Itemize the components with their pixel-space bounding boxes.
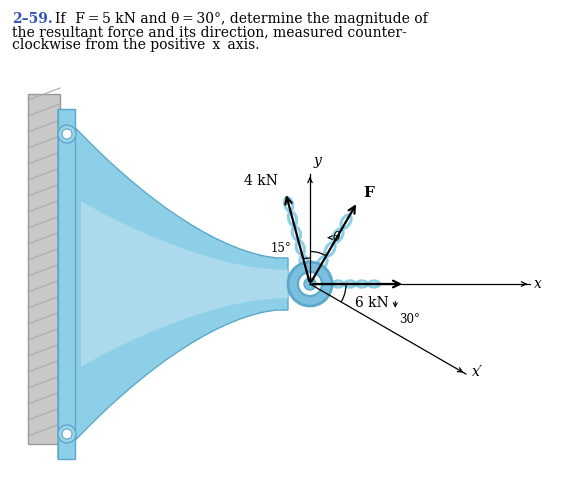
Circle shape	[58, 125, 76, 143]
Text: θ: θ	[332, 231, 340, 244]
Polygon shape	[58, 109, 75, 459]
Text: If   F = 5 kN and θ = 30°, determine the magnitude of: If F = 5 kN and θ = 30°, determine the m…	[55, 12, 428, 26]
Text: 4 kN: 4 kN	[243, 174, 277, 188]
Circle shape	[304, 278, 316, 290]
Polygon shape	[81, 202, 288, 366]
Circle shape	[58, 425, 76, 443]
Text: y: y	[314, 154, 322, 168]
Circle shape	[298, 272, 322, 296]
Text: F: F	[363, 186, 374, 200]
Text: clockwise from the positive  x  axis.: clockwise from the positive x axis.	[12, 38, 259, 52]
Text: 30°: 30°	[399, 312, 420, 326]
Text: 15°: 15°	[271, 242, 291, 255]
Text: 2–59.: 2–59.	[12, 12, 53, 26]
Text: x: x	[534, 277, 542, 291]
Polygon shape	[58, 109, 288, 459]
Circle shape	[62, 129, 72, 139]
Text: the resultant force and its direction, measured counter-: the resultant force and its direction, m…	[12, 25, 407, 39]
Polygon shape	[28, 94, 60, 444]
Text: x′: x′	[472, 365, 483, 379]
Circle shape	[62, 429, 72, 439]
Text: 6 kN: 6 kN	[355, 296, 389, 310]
Circle shape	[288, 262, 332, 306]
